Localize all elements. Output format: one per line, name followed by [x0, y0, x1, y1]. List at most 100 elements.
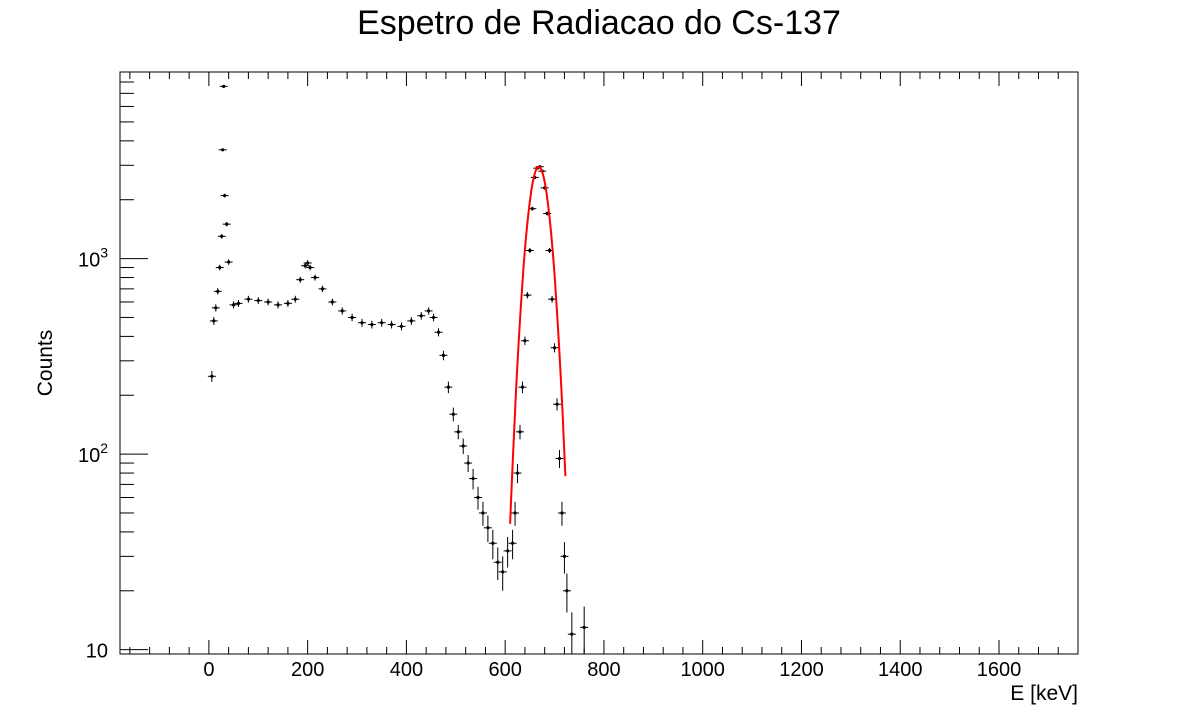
x-tick-label: 0	[203, 659, 214, 681]
marker	[560, 511, 564, 515]
data-point	[562, 573, 571, 613]
data-point	[439, 350, 448, 361]
marker	[491, 541, 495, 545]
data-point	[429, 313, 438, 322]
data-point	[511, 501, 520, 526]
marker	[360, 321, 364, 325]
data-point	[357, 318, 366, 327]
data-point	[283, 300, 292, 307]
marker	[236, 301, 241, 305]
data-point	[215, 264, 224, 271]
data-point	[478, 501, 487, 526]
marker	[520, 385, 525, 389]
data-point	[274, 301, 283, 309]
marker	[471, 476, 475, 481]
marker	[286, 301, 290, 305]
marker	[506, 549, 510, 553]
marker	[276, 303, 280, 307]
x-tick-label: 800	[587, 659, 620, 681]
data-point	[553, 398, 562, 411]
data-point	[459, 438, 468, 455]
data-point	[580, 606, 589, 654]
data-series	[207, 84, 589, 654]
marker	[389, 322, 394, 327]
data-point	[224, 259, 233, 265]
marker	[570, 632, 574, 636]
x-tick-label: 1600	[977, 659, 1022, 681]
marker	[431, 315, 436, 320]
data-point	[311, 274, 320, 281]
data-point	[367, 320, 376, 329]
marker	[466, 461, 470, 465]
marker	[518, 430, 522, 434]
marker	[225, 222, 229, 226]
marker	[481, 511, 485, 515]
data-point	[338, 307, 347, 315]
marker	[461, 444, 465, 448]
marker	[220, 234, 224, 238]
data-point	[264, 298, 273, 306]
x-tick-label: 200	[291, 659, 324, 681]
fit-series	[509, 165, 567, 524]
marker	[552, 346, 557, 350]
marker	[550, 297, 554, 301]
data-point	[244, 295, 253, 303]
marker	[515, 471, 520, 475]
marker	[350, 315, 354, 320]
marker	[496, 560, 500, 564]
data-point	[444, 381, 453, 394]
data-point	[318, 285, 327, 293]
y-tick-label: 103	[78, 245, 108, 272]
marker	[370, 322, 374, 327]
data-point	[449, 407, 458, 422]
marker	[330, 300, 334, 304]
marker	[227, 260, 231, 264]
data-point	[513, 464, 522, 484]
data-point	[209, 317, 218, 325]
marker	[222, 84, 226, 88]
marker	[313, 275, 317, 280]
plot-frame	[119, 71, 1079, 655]
marker	[223, 193, 227, 198]
data-point	[474, 486, 483, 510]
marker	[510, 541, 515, 545]
data-point	[523, 291, 532, 299]
marker	[451, 412, 455, 416]
marker	[548, 248, 552, 253]
data-point	[550, 343, 559, 353]
data-point	[515, 424, 524, 440]
data-point	[301, 262, 310, 269]
marker	[256, 298, 260, 303]
data-point	[424, 307, 433, 315]
marker	[419, 314, 423, 318]
marker	[246, 297, 250, 301]
marker	[212, 319, 216, 323]
marker	[441, 353, 446, 357]
data-point	[207, 371, 216, 382]
marker	[308, 265, 312, 270]
marker	[528, 248, 532, 253]
x-tick-label: 1400	[878, 659, 923, 681]
marker	[456, 430, 460, 434]
data-point	[387, 320, 396, 329]
chart-title: Espetro de Radiacao do Cs-137	[357, 4, 841, 42]
marker	[320, 287, 325, 291]
data-point	[348, 313, 357, 322]
marker	[523, 339, 527, 343]
data-point	[483, 515, 492, 543]
marker	[427, 309, 431, 313]
marker	[565, 589, 569, 593]
y-tick-label: 10	[86, 641, 108, 663]
data-point	[557, 501, 566, 526]
data-point	[417, 312, 426, 320]
marker	[340, 309, 344, 313]
data-point	[397, 322, 406, 331]
marker	[216, 289, 220, 293]
data-point	[328, 298, 337, 306]
data-point	[464, 454, 473, 473]
data-point	[555, 449, 564, 468]
marker	[513, 511, 517, 515]
marker	[582, 625, 586, 629]
data-point	[454, 424, 463, 440]
